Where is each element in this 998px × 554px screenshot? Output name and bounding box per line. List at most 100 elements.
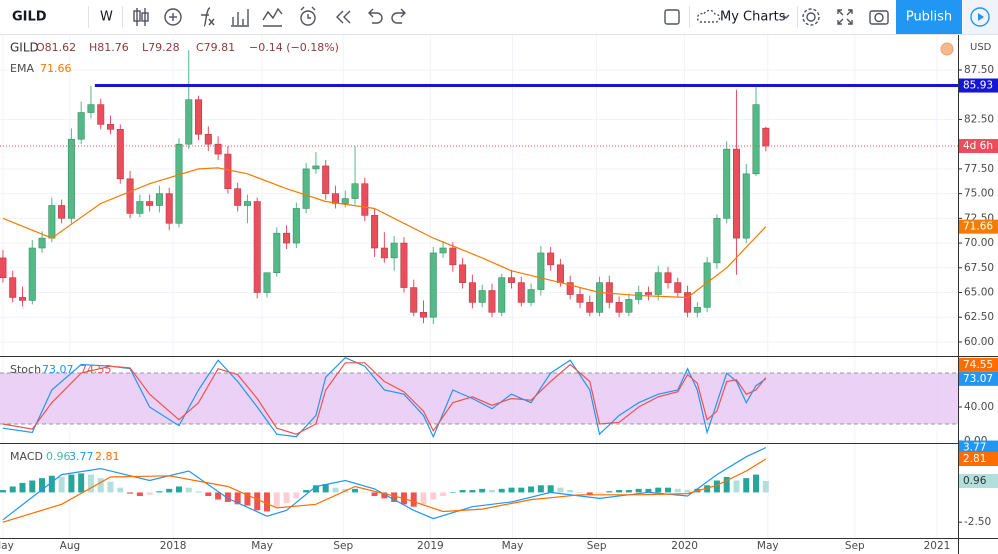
histogram-bar — [185, 487, 192, 493]
histogram-bar — [371, 492, 378, 496]
x-tick-label: Sep — [587, 540, 607, 552]
histogram-bar — [19, 482, 26, 493]
macd-badge: 3.77 — [963, 442, 986, 454]
ema-badge: 71.66 — [963, 221, 993, 233]
fullscreen-button[interactable] — [837, 9, 853, 25]
x-tick-label: 2020 — [671, 540, 698, 552]
alert-button[interactable] — [300, 6, 316, 26]
publish-button[interactable] — [896, 0, 962, 34]
histogram-bar — [410, 492, 417, 507]
histogram-bar — [97, 478, 104, 493]
candle-body — [243, 201, 251, 206]
histogram-bar — [146, 492, 153, 495]
histogram-bar — [576, 492, 583, 493]
candle-body — [468, 282, 476, 303]
histogram-bar — [645, 488, 652, 493]
x-tick-label: 2018 — [160, 540, 187, 552]
fullscreen-toggle[interactable] — [664, 9, 680, 25]
histogram-bar — [361, 492, 368, 493]
histogram-bar — [518, 487, 525, 493]
stoch-k-value: 73.07 — [42, 363, 74, 376]
candle-body — [566, 282, 574, 295]
histogram-bar — [9, 486, 16, 493]
histogram-bar — [498, 488, 505, 493]
candle-body — [331, 193, 339, 204]
symbol-search[interactable]: GILD — [12, 10, 47, 25]
histogram-bar — [127, 492, 134, 494]
y-tick-label: 40.00 — [964, 401, 994, 413]
histogram-bar — [743, 478, 750, 493]
histogram-bar — [713, 480, 720, 493]
histogram-bar — [322, 484, 329, 493]
candle-body — [312, 165, 320, 170]
play-triangle — [978, 13, 984, 21]
stoch-band — [0, 372, 958, 424]
interval[interactable]: W — [100, 10, 113, 25]
candle-body — [723, 148, 731, 219]
candle-body — [537, 252, 545, 290]
histogram-bar — [39, 478, 46, 493]
candle-body — [459, 264, 467, 283]
x-tick-label: May — [757, 540, 779, 552]
candle-body — [478, 290, 486, 303]
candle-body — [644, 292, 652, 295]
candle-body — [48, 205, 56, 239]
snapshot-button[interactable] — [869, 10, 889, 25]
candle-body — [429, 252, 437, 318]
templates-button[interactable] — [231, 9, 249, 27]
y-tick-label: 87.50 — [964, 64, 994, 76]
countdown-badge-bg — [959, 139, 998, 154]
settings-button[interactable] — [802, 8, 820, 26]
candle-body — [576, 294, 584, 303]
undo-button[interactable] — [368, 8, 383, 24]
candle-body — [547, 252, 555, 266]
x-tick-label: May — [502, 540, 524, 552]
compare-button[interactable] — [164, 8, 182, 26]
candle-body — [116, 129, 124, 180]
play-icon — [970, 7, 990, 27]
indicators-button[interactable] — [201, 7, 215, 27]
histogram-bar — [68, 474, 75, 493]
candle-body — [155, 193, 163, 206]
dropdown-arrow[interactable] — [782, 14, 790, 19]
x-tick-label: May — [251, 540, 273, 552]
candle-body — [625, 299, 633, 313]
candle-body — [9, 277, 17, 298]
redo-button[interactable] — [391, 8, 406, 24]
hist-badge: 0.96 — [963, 475, 987, 487]
publish-label[interactable]: Publish — [906, 10, 952, 25]
candle-body — [371, 215, 379, 249]
candle-body — [38, 237, 46, 249]
histogram-bar — [303, 490, 310, 493]
histogram-bar — [430, 492, 437, 500]
histogram-bar — [215, 492, 222, 500]
chart-type-button[interactable] — [133, 8, 149, 26]
histogram-bar — [528, 486, 535, 493]
histogram-bar — [567, 490, 574, 493]
candle-body — [175, 143, 183, 224]
candle-body — [0, 257, 7, 278]
ema-legend: EMA — [10, 62, 34, 75]
y-tick-label: 60.00 — [964, 336, 994, 348]
candle-body — [762, 127, 770, 147]
histogram-bar — [508, 487, 515, 493]
histogram-bar — [596, 492, 603, 494]
histogram-bar — [391, 492, 398, 502]
histogram-bar — [547, 485, 554, 493]
histogram-bar — [606, 491, 613, 493]
stoch-k-badge: 73.07 — [963, 373, 993, 385]
replay-button[interactable] — [336, 10, 351, 24]
histogram-bar — [586, 492, 593, 495]
layout-button[interactable] — [262, 7, 283, 27]
ema-badge-bg — [959, 219, 998, 234]
histogram-bar — [166, 488, 173, 493]
legend-high: H81.76 — [89, 41, 129, 54]
alert-marker[interactable] — [940, 42, 954, 56]
candle-body — [58, 205, 66, 219]
ema-legend-value: 71.66 — [40, 62, 72, 75]
candle-body — [752, 104, 760, 175]
histogram-bar — [449, 492, 456, 493]
my-charts[interactable]: My Charts — [720, 10, 786, 25]
candle-body — [498, 277, 506, 313]
stoch-legend: Stoch — [10, 363, 41, 376]
